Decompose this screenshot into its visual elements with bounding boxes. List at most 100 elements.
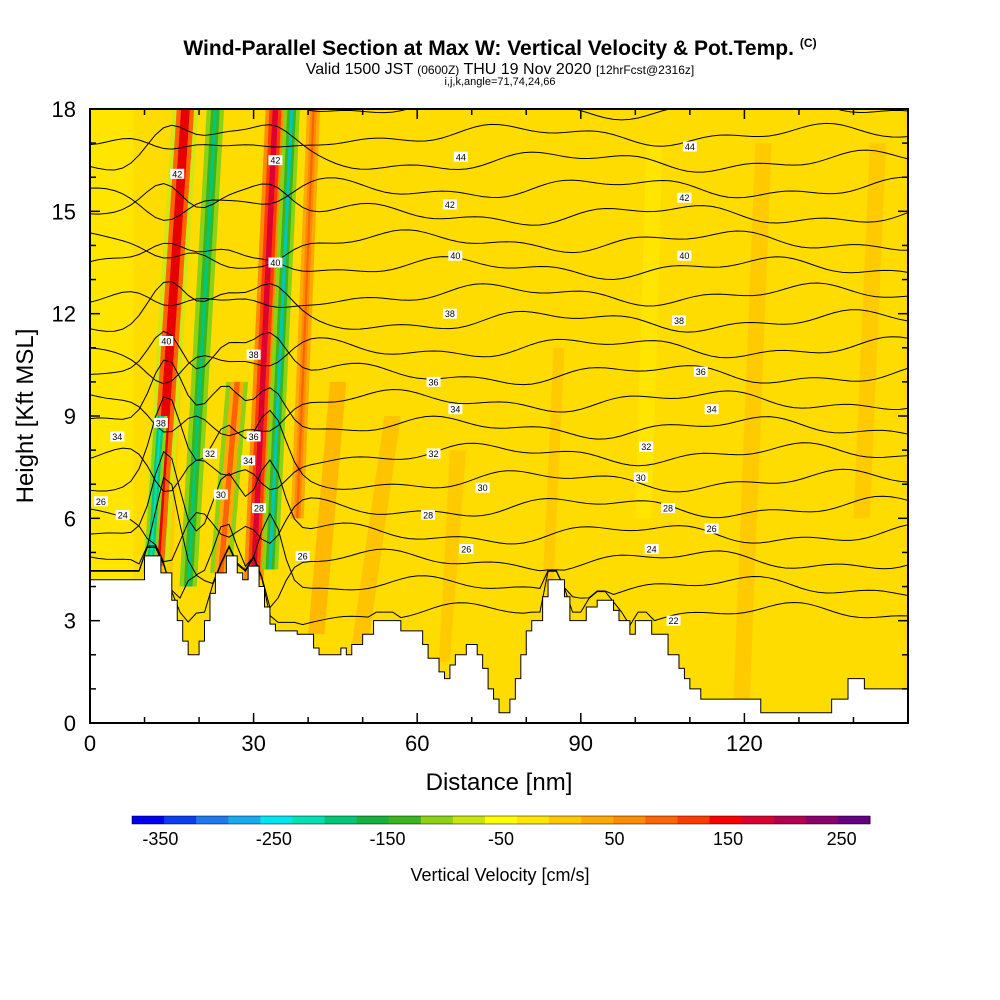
contour-label-bg-24: [115, 509, 130, 520]
contour-label-bg-26: [159, 335, 174, 346]
y-tick-label: 15: [52, 199, 76, 224]
velocity-band-8: [635, 143, 663, 519]
colorbar-swatch: [517, 816, 550, 824]
contour-label-bg-35: [268, 257, 283, 268]
contour-label-bg-9: [693, 366, 708, 377]
contour-label-bg-25: [153, 417, 168, 428]
colorbar-tick-label: -150: [369, 829, 405, 849]
contour-label-17: 28: [663, 504, 673, 514]
contour-label-21: 22: [668, 616, 678, 626]
updraft-ridge-2-2: [186, 109, 218, 587]
contour-label-25: 38: [156, 418, 166, 428]
theta-contour-18: [90, 122, 908, 150]
colorbar-frame: [131, 815, 871, 825]
theta-contours: [90, 109, 908, 627]
y-tick-label: 0: [64, 711, 76, 736]
contour-label-16: 28: [423, 510, 433, 520]
theta-contour-0: [90, 546, 908, 627]
colorbar-swatch: [805, 816, 839, 824]
contour-label-15: 30: [636, 473, 646, 483]
contour-label-bg-27: [170, 168, 185, 179]
colorbar-swatch: [773, 816, 807, 824]
contour-label-bg-13: [639, 441, 654, 452]
contour-label-bg-8: [426, 376, 441, 387]
updraft-ridge-6-2: [148, 416, 162, 573]
colorbar-swatch: [837, 816, 871, 824]
theta-contour-17: [90, 124, 908, 173]
contour-label-27: 42: [172, 169, 182, 179]
velocity-band-4: [542, 347, 565, 587]
theta-contour-7: [90, 359, 908, 440]
subtitle-zulu: (0600Z): [417, 63, 460, 77]
colorbar-swatch: [132, 816, 165, 824]
theta-contour-9: [90, 330, 908, 386]
colorbar-swatch: [709, 816, 743, 824]
contour-label-19: 26: [707, 524, 717, 534]
contour-label-10: 34: [450, 405, 460, 415]
contour-label-bg-6: [442, 308, 457, 319]
chart-title: Wind-Parallel Section at Max W: Vertical…: [183, 36, 817, 60]
contour-label-9: 36: [696, 367, 706, 377]
colorbar-swatch: [549, 816, 582, 824]
contour-label-bg-21: [666, 615, 681, 626]
contour-label-bg-14: [475, 482, 490, 493]
contour-label-29: 30: [216, 490, 226, 500]
theta-contour-5: [90, 396, 908, 493]
colorbar-swatch: [388, 816, 422, 824]
contour-label-36: 26: [298, 551, 308, 561]
velocity-band-6: [853, 143, 887, 519]
contour-label-bg-10: [448, 404, 463, 415]
theta-contour-11: [90, 281, 908, 333]
theta-contour-16: [90, 176, 908, 221]
contour-label-bg-1: [682, 141, 697, 152]
y-tick-label: 3: [64, 609, 76, 634]
contour-label-bg-20: [644, 544, 659, 555]
y-tick-label: 6: [64, 506, 76, 531]
contour-label-bg-12: [426, 448, 441, 459]
contour-label-28: 32: [205, 449, 215, 459]
contour-label-13: 32: [641, 442, 651, 452]
y-tick-label: 9: [64, 404, 76, 429]
contour-label-bg-28: [202, 448, 217, 459]
colorbar-tick-label: 250: [827, 829, 857, 849]
contour-label-bg-34: [268, 155, 283, 166]
contour-label-3: 42: [679, 193, 689, 203]
contour-label-12: 32: [429, 449, 439, 459]
contour-label-bg-7: [671, 315, 686, 326]
colorbar-swatch: [452, 816, 486, 824]
contour-label-bg-30: [252, 503, 267, 514]
contour-label-bg-0: [453, 151, 468, 162]
title-mark: (C): [799, 36, 817, 50]
updraft-ridge-5-2: [296, 109, 315, 519]
updraft-ridge-3-2: [250, 109, 279, 580]
contour-label-34: 42: [270, 156, 280, 166]
contour-label-4: 40: [450, 251, 460, 261]
theta-contour-12: [90, 282, 908, 308]
contour-label-bg-5: [677, 250, 692, 261]
colorbar-swatch: [196, 816, 229, 824]
x-axis-label: Distance [nm]: [426, 769, 573, 796]
theta-contour-1: [90, 476, 908, 599]
colorbar-swatch: [581, 816, 614, 824]
contour-label-bg-11: [704, 404, 719, 415]
x-tick-label: 120: [726, 731, 763, 756]
colorbar-swatch: [741, 816, 775, 824]
x-tick-label: 60: [405, 731, 429, 756]
contour-label-23: 26: [96, 497, 106, 507]
contour-label-bg-22: [110, 431, 125, 442]
contour-label-bg-4: [448, 250, 463, 261]
x-tick-label: 0: [84, 731, 96, 756]
contour-label-5: 40: [679, 251, 689, 261]
x-tick-label: 90: [569, 731, 593, 756]
colorbar-label: Vertical Velocity [cm/s]: [410, 865, 589, 885]
contour-label-24: 24: [118, 510, 128, 520]
contour-label-26: 40: [161, 336, 171, 346]
contour-labels: 44 44 42 42 40 40 38 38 36 36 34 34 32 32 30 30 28 28 26 26…: [93, 141, 719, 626]
contour-label-bg-36: [295, 550, 310, 561]
colorbar-swatch: [613, 816, 646, 824]
contour-label-0: 44: [456, 152, 466, 162]
theta-contour-13: [90, 242, 908, 280]
y-tick-label: 18: [52, 97, 76, 122]
colorbar-swatch: [356, 816, 390, 824]
